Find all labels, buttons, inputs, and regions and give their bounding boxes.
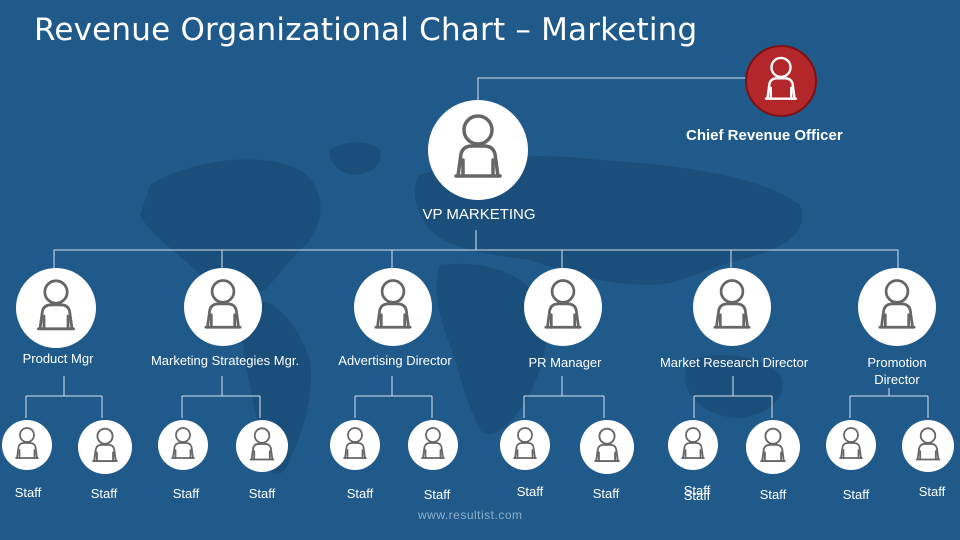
staff-label: Staff bbox=[172, 486, 200, 501]
staff-node bbox=[826, 420, 876, 470]
staff-node bbox=[500, 420, 550, 470]
person-icon bbox=[915, 427, 941, 461]
staff-label: Staff bbox=[248, 486, 276, 501]
staff-node bbox=[78, 420, 132, 474]
person-icon bbox=[681, 427, 705, 459]
manager-label: PR Manager bbox=[528, 355, 602, 370]
chief-revenue-officer-label: Chief Revenue Officer bbox=[686, 127, 843, 144]
manager-node-product bbox=[16, 268, 96, 348]
staff-label: Staff bbox=[90, 486, 118, 501]
person-icon bbox=[454, 114, 502, 178]
person-icon bbox=[204, 279, 242, 329]
staff-label: Staff bbox=[842, 487, 870, 502]
person-icon bbox=[92, 427, 118, 462]
person-icon bbox=[713, 279, 751, 329]
manager-label: Market Research Director bbox=[659, 355, 809, 370]
staff-node bbox=[902, 420, 954, 472]
person-icon bbox=[594, 427, 620, 462]
vp-marketing-node bbox=[428, 100, 528, 200]
staff-node bbox=[330, 420, 380, 470]
person-icon bbox=[374, 279, 412, 329]
staff-label: Staff bbox=[592, 486, 620, 501]
staff-node bbox=[236, 420, 288, 472]
staff-label: Staff bbox=[423, 487, 451, 502]
manager-node-marketing-strategies bbox=[184, 268, 262, 346]
person-icon bbox=[343, 427, 367, 459]
manager-label: Product Mgr bbox=[22, 351, 94, 366]
staff-label: Staff bbox=[683, 483, 711, 498]
person-icon bbox=[760, 427, 786, 462]
staff-label: Staff bbox=[516, 484, 544, 499]
person-icon bbox=[421, 427, 445, 459]
staff-node bbox=[668, 420, 718, 470]
person-icon bbox=[544, 279, 582, 329]
staff-node bbox=[158, 420, 208, 470]
person-icon bbox=[37, 279, 75, 331]
manager-node-advertising bbox=[354, 268, 432, 346]
person-icon bbox=[171, 427, 195, 459]
person-icon bbox=[249, 427, 275, 461]
chief-revenue-officer-node bbox=[745, 45, 817, 117]
footer-url: www.resultist.com bbox=[418, 508, 523, 522]
manager-label: Promotion Director bbox=[867, 355, 927, 387]
staff-label: Staff bbox=[14, 485, 42, 500]
staff-label: Staff bbox=[918, 484, 946, 499]
person-icon bbox=[878, 279, 916, 329]
staff-node bbox=[746, 420, 800, 474]
staff-node bbox=[580, 420, 634, 474]
vp-marketing-label: VP MARKETING bbox=[422, 206, 536, 223]
manager-node-market-research bbox=[693, 268, 771, 346]
manager-label: Advertising Director bbox=[338, 353, 452, 368]
manager-node-pr bbox=[524, 268, 602, 346]
staff-label: Staff bbox=[759, 487, 787, 502]
staff-node bbox=[408, 420, 458, 470]
staff-node bbox=[2, 420, 52, 470]
staff-label-overlap: Staff bbox=[683, 488, 711, 503]
manager-label: Marketing Strategies Mgr. bbox=[150, 353, 300, 368]
staff-label: Staff bbox=[346, 486, 374, 501]
page-title: Revenue Organizational Chart – Marketing bbox=[34, 12, 698, 48]
manager-node-promotion bbox=[858, 268, 936, 346]
person-icon bbox=[764, 56, 798, 100]
person-icon bbox=[839, 427, 863, 459]
person-icon bbox=[513, 427, 537, 459]
person-icon bbox=[15, 427, 39, 459]
